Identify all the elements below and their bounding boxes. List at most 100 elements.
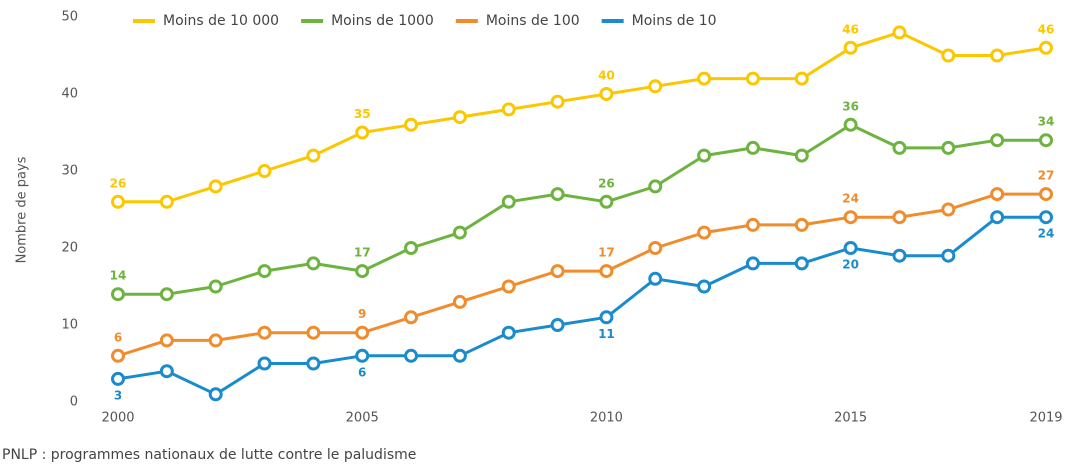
data-point <box>794 256 809 271</box>
data-point <box>1039 187 1053 202</box>
data-point <box>1039 133 1053 148</box>
y-tick-label: 20 <box>61 241 78 256</box>
data-point <box>355 348 370 363</box>
data-point <box>111 348 125 363</box>
data-label: 40 <box>598 69 615 83</box>
legend-label: Moins de 10 000 <box>163 13 279 29</box>
data-label: 17 <box>354 246 371 260</box>
data-label: 9 <box>358 307 366 321</box>
data-point <box>355 325 370 340</box>
data-point <box>892 248 907 263</box>
data-point <box>941 140 956 155</box>
data-point <box>404 117 419 132</box>
data-point <box>648 79 663 94</box>
data-point <box>697 225 712 240</box>
series-line <box>118 123 1046 296</box>
data-point <box>208 279 223 294</box>
data-point <box>111 287 125 302</box>
series-line <box>117 192 1046 358</box>
x-tick-label: 2005 <box>346 411 379 426</box>
data-point <box>257 325 272 340</box>
data-point <box>257 356 272 371</box>
data-point <box>794 148 809 163</box>
data-point <box>208 333 223 348</box>
x-tick-label: 2019 <box>1029 411 1062 426</box>
data-point <box>648 271 663 286</box>
data-point <box>452 110 467 125</box>
footnote: PNLP : programmes nationaux de lutte con… <box>2 447 416 463</box>
y-tick-label: 30 <box>61 164 78 179</box>
data-point <box>745 256 760 271</box>
data-label: 24 <box>842 192 859 206</box>
y-tick-label: 10 <box>61 318 78 333</box>
data-label: 26 <box>598 176 615 190</box>
data-point <box>941 248 956 263</box>
data-label: 20 <box>842 258 859 272</box>
y-tick-label: 50 <box>61 10 78 25</box>
data-point <box>501 279 516 294</box>
x-tick-label: 2010 <box>590 411 623 426</box>
data-point <box>745 217 760 232</box>
data-point <box>452 294 467 309</box>
data-point <box>990 133 1005 148</box>
data-point <box>208 179 223 194</box>
data-label: 46 <box>1038 22 1055 36</box>
data-point <box>404 241 419 255</box>
data-point <box>599 87 614 101</box>
data-point <box>111 194 125 209</box>
data-point <box>697 71 712 86</box>
data-label: 17 <box>598 246 615 260</box>
data-point <box>306 356 321 371</box>
data-point <box>257 264 272 279</box>
data-point <box>843 241 858 255</box>
data-point <box>892 25 907 40</box>
data-point <box>355 264 370 279</box>
data-point <box>697 279 712 294</box>
data-point <box>990 187 1005 202</box>
data-point <box>599 194 614 209</box>
x-tick-label: 2015 <box>834 411 867 426</box>
x-tick-label: 2000 <box>101 411 134 426</box>
data-point <box>599 264 614 279</box>
data-point <box>745 140 760 155</box>
data-point <box>257 164 272 178</box>
data-point <box>159 287 174 302</box>
data-label: 26 <box>110 176 127 190</box>
data-label: 35 <box>354 107 371 121</box>
data-point <box>159 194 174 209</box>
data-label: 11 <box>598 327 615 341</box>
y-tick-label: 0 <box>70 395 78 410</box>
data-point <box>355 125 370 140</box>
data-point <box>306 325 321 340</box>
data-point <box>501 325 516 340</box>
data-point <box>1039 210 1053 225</box>
data-label: 6 <box>358 365 366 379</box>
data-point <box>599 310 614 325</box>
data-point <box>208 387 223 402</box>
data-point <box>550 94 565 109</box>
data-point <box>404 348 419 363</box>
data-point <box>990 210 1005 225</box>
data-point <box>843 117 858 132</box>
data-point <box>550 187 565 202</box>
legend-label: Moins de 100 <box>486 13 580 29</box>
data-point <box>794 217 809 232</box>
data-label: 34 <box>1038 115 1055 129</box>
data-point <box>550 264 565 279</box>
data-label: 27 <box>1038 169 1055 183</box>
data-point <box>697 148 712 163</box>
legend-label: Moins de 10 <box>632 13 717 29</box>
data-point <box>892 210 907 225</box>
data-point <box>648 241 663 255</box>
data-label: 6 <box>114 330 122 344</box>
data-label: 3 <box>114 388 122 402</box>
y-tick-label: 40 <box>61 87 78 102</box>
data-point <box>1039 40 1053 55</box>
data-point <box>306 256 321 271</box>
series-line <box>118 30 1047 204</box>
data-point <box>306 148 321 163</box>
data-point <box>452 348 467 363</box>
y-axis-label: Nombre de pays <box>15 156 30 263</box>
data-label: 14 <box>110 269 127 283</box>
